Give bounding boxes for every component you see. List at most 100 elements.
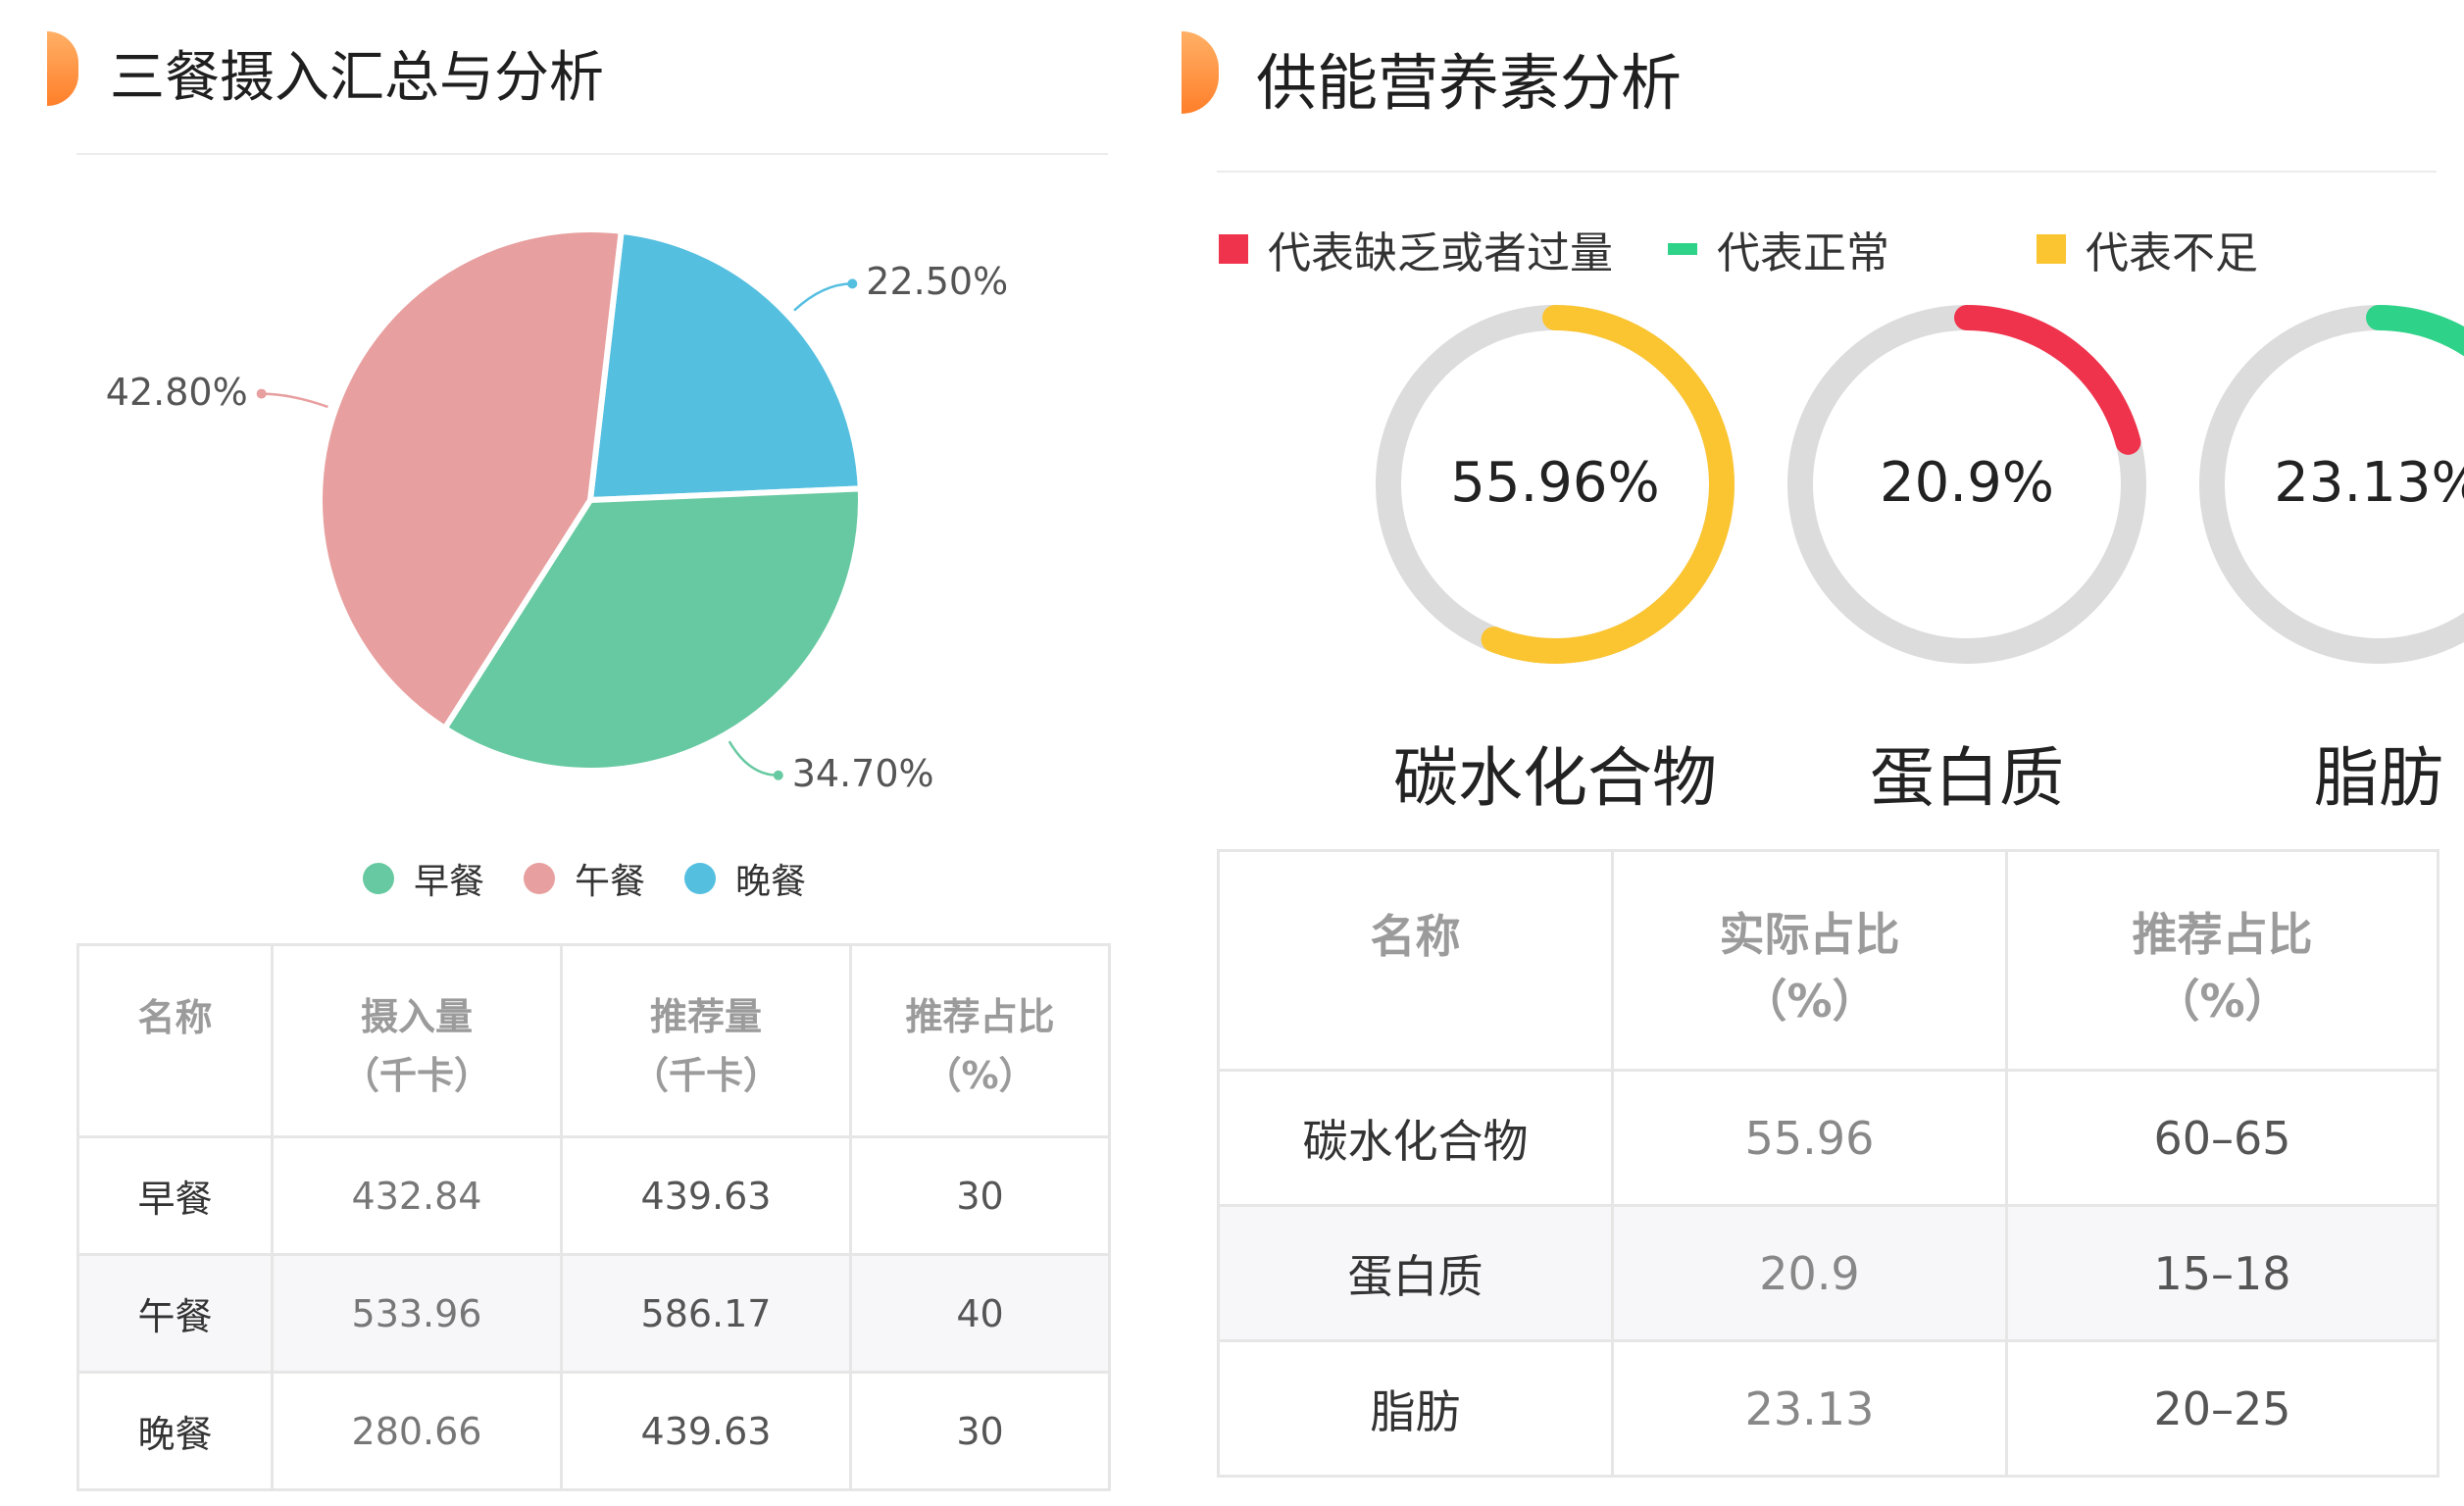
legend-label: 代表不足 — [2086, 228, 2258, 278]
legend-dot-icon — [684, 863, 717, 894]
legend-label: 早餐 — [414, 862, 485, 902]
cell-intake: 533.96 — [271, 1253, 563, 1374]
ring-name-carbs: 碳水化合物 — [1393, 740, 1717, 816]
legend-label: 午餐 — [575, 862, 646, 902]
table-row[interactable]: 脂肪 23.13 20–25 — [1217, 1339, 2439, 1478]
header-actual: 实际占比 （%） — [1611, 849, 2008, 1072]
cell-recommended: 586.17 — [560, 1253, 852, 1374]
meal-pie-chart — [256, 226, 864, 780]
pie-slice-label: 34.70% — [791, 751, 934, 795]
cell-nutrient: 碳水化合物 — [1217, 1069, 1614, 1207]
table-header-row: 名称 摄入量 （千卡） 推荐量 （千卡） 推荐占比 （%） — [76, 943, 1111, 1138]
header-text: 名称 — [137, 996, 213, 1039]
header-unit: （千卡） — [630, 1054, 780, 1097]
legend-item-dinner[interactable]: 晚餐 — [684, 853, 806, 904]
legend-item-lunch[interactable]: 午餐 — [524, 853, 645, 904]
legend-item-abnormal[interactable]: 代表缺乏或者过量 — [1219, 218, 1613, 280]
header-intake: 摄入量 （千卡） — [271, 943, 563, 1138]
pie-leader-dot — [847, 278, 858, 289]
nutrient-section-header: 供能营养素分析 — [1182, 0, 2464, 173]
pie-slice-label: 42.80% — [105, 370, 248, 414]
legend-square-icon — [2037, 234, 2066, 264]
cell-nutrient: 蛋白质 — [1217, 1204, 1614, 1342]
header-text: 推荐量 — [649, 995, 762, 1038]
legend-dot-icon — [363, 863, 394, 894]
cell-meal: 午餐 — [76, 1253, 274, 1374]
ring-value-protein: 20.9% — [1880, 451, 2054, 515]
header-name: 名称 — [1217, 849, 1614, 1072]
nutrient-section-divider — [1217, 171, 2437, 173]
cell-actual: 20.9 — [1611, 1204, 2008, 1342]
legend-item-breakfast[interactable]: 早餐 — [363, 853, 484, 904]
table-row[interactable]: 蛋白质 20.9 15–18 — [1217, 1204, 2439, 1342]
cell-recommended: 15–18 — [2005, 1204, 2439, 1342]
header-recommended: 推荐量 （千卡） — [560, 943, 852, 1138]
header-text: 推荐占比 — [905, 995, 1055, 1038]
cell-recommended: 60–65 — [2005, 1069, 2439, 1207]
meal-section-divider — [76, 153, 1108, 155]
header-text: 名称 — [1370, 910, 1461, 963]
meal-section-title: 三餐摄入汇总与分析 — [110, 46, 604, 110]
header-recommended-ratio: 推荐占比 （%） — [2005, 849, 2439, 1072]
meal-summary-panel: 三餐摄入汇总与分析 22.50% 34.70% 42.80% 早餐 午餐 晚餐 名称… — [0, 0, 1137, 1506]
table-header-row: 名称 实际占比 （%） 推荐占比 （%） — [1217, 849, 2439, 1072]
legend-bar-icon — [1668, 243, 1697, 255]
cell-actual: 23.13 — [1611, 1339, 2008, 1478]
legend-item-normal[interactable]: 代表正常 — [1668, 218, 1889, 280]
nutrient-ratio-table: 名称 实际占比 （%） 推荐占比 （%） 碳水化合物 55.96 60–65 蛋… — [1217, 849, 2439, 1478]
header-text: 摄入量 — [360, 995, 473, 1038]
cell-recommended: 439.63 — [560, 1371, 852, 1491]
ring-progress-arc — [1376, 305, 1735, 664]
pie-leader-line — [728, 740, 779, 777]
section-accent-icon — [47, 31, 78, 106]
cell-recommended: 20–25 — [2005, 1339, 2439, 1478]
header-ratio: 推荐占比 （%） — [849, 943, 1111, 1138]
cell-ratio: 30 — [849, 1371, 1111, 1491]
table-row[interactable]: 晚餐 280.66 439.63 30 — [76, 1371, 1111, 1491]
pie-slice[interactable] — [317, 226, 625, 732]
nutrient-ring-gauges — [1376, 305, 2464, 664]
ring-progress-arc — [1787, 305, 2146, 664]
header-unit: （%） — [1741, 975, 1878, 1028]
table-row[interactable]: 早餐 432.84 439.63 30 — [76, 1135, 1111, 1256]
meal-section-header: 三餐摄入汇总与分析 — [0, 0, 1137, 157]
legend-label: 代表缺乏或者过量 — [1268, 228, 1613, 278]
nutrient-analysis-panel: 供能营养素分析 代表缺乏或者过量 代表正常 代表不足 55.96% 20.9% … — [1182, 0, 2464, 1506]
header-text: 实际占比 — [1719, 908, 1900, 961]
meal-legend: 早餐 午餐 晚餐 — [363, 853, 806, 904]
pie-leader-line — [793, 282, 853, 312]
ring-value-carbs: 55.96% — [1450, 451, 1660, 515]
pie-slice[interactable] — [586, 227, 864, 504]
header-text: 推荐占比 — [2132, 908, 2313, 961]
pie-slice-label: 22.50% — [866, 260, 1009, 304]
cell-ratio: 30 — [849, 1135, 1111, 1256]
cell-ratio: 40 — [849, 1253, 1111, 1374]
ring-name-protein: 蛋白质 — [1870, 740, 2064, 816]
section-accent-icon — [1182, 31, 1219, 114]
header-unit: （%） — [924, 1054, 1036, 1097]
header-unit: （千卡） — [341, 1054, 491, 1097]
meal-intake-table: 名称 摄入量 （千卡） 推荐量 （千卡） 推荐占比 （%） 早餐 432.84 … — [76, 943, 1111, 1491]
header-name: 名称 — [76, 943, 274, 1138]
cell-intake: 432.84 — [271, 1135, 563, 1256]
pie-leader-dot — [256, 388, 267, 399]
legend-label: 晚餐 — [735, 862, 807, 902]
legend-dot-icon — [524, 863, 556, 894]
table-row[interactable]: 午餐 533.96 586.17 40 — [76, 1253, 1111, 1374]
pie-leader-dot — [773, 770, 783, 780]
cell-actual: 55.96 — [1611, 1069, 2008, 1207]
ring-value-fat: 23.13% — [2274, 451, 2464, 515]
cell-meal: 晚餐 — [76, 1371, 274, 1491]
legend-label: 代表正常 — [1717, 228, 1889, 278]
cell-nutrient: 脂肪 — [1217, 1339, 1614, 1478]
legend-square-icon — [1219, 234, 1248, 264]
header-unit: （%） — [2154, 975, 2290, 1028]
table-row[interactable]: 碳水化合物 55.96 60–65 — [1217, 1069, 2439, 1207]
cell-meal: 早餐 — [76, 1135, 274, 1256]
status-legend: 代表缺乏或者过量 代表正常 代表不足 — [1219, 218, 2258, 280]
pie-slice[interactable] — [440, 485, 864, 774]
ring-name-fat: 脂肪 — [2314, 740, 2443, 816]
legend-item-insufficient[interactable]: 代表不足 — [2037, 218, 2258, 280]
cell-intake: 280.66 — [271, 1371, 563, 1491]
nutrient-section-title: 供能营养素分析 — [1256, 47, 1683, 119]
